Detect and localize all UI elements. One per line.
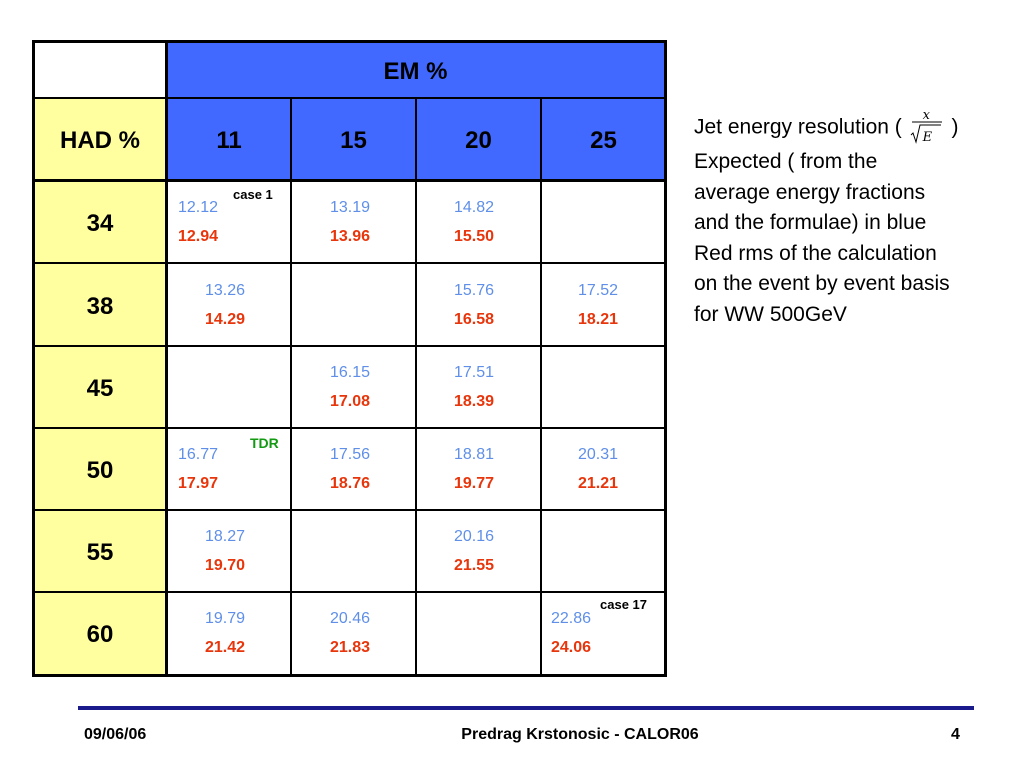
rms-value: 21.83 xyxy=(330,639,371,656)
case-17-label: case 17 xyxy=(600,597,647,612)
expected-value: 18.27 xyxy=(205,528,246,545)
rms-value: 21.21 xyxy=(578,475,619,492)
em-column-15: 15 xyxy=(340,127,367,154)
sqrt-fraction-icon xyxy=(910,121,942,144)
side-description: Jet energy resolution ( x E ) Expected (… xyxy=(694,108,1014,330)
resolution-formula: x E xyxy=(909,108,945,147)
had-row-45: 45 xyxy=(86,375,114,402)
expected-value: 20.16 xyxy=(454,528,495,545)
side-line-1-prefix: Jet energy resolution ( xyxy=(694,115,902,139)
em-column-11: 11 xyxy=(216,127,242,154)
had-header: HAD % xyxy=(59,127,140,154)
footer-author: Predrag Krstonosic - CALOR06 xyxy=(461,726,699,743)
rms-value: 18.39 xyxy=(454,393,495,410)
expected-value: 14.82 xyxy=(454,199,495,216)
expected-value: 17.51 xyxy=(454,364,495,381)
em-column-25: 25 xyxy=(590,127,617,154)
side-line: and the formulae) in blue xyxy=(694,211,927,234)
expected-value: 17.56 xyxy=(330,446,371,463)
side-line: Red rms of the calculation xyxy=(694,241,937,265)
expected-value: 16.15 xyxy=(330,364,371,381)
expected-value: 20.46 xyxy=(330,610,371,627)
had-row-60: 60 xyxy=(86,621,114,648)
side-line: average energy fractions xyxy=(694,180,926,204)
footer-date: 09/06/06 xyxy=(84,726,147,743)
rms-value: 21.42 xyxy=(205,639,246,656)
rms-value: 19.70 xyxy=(205,557,246,574)
rms-value: 13.96 xyxy=(330,228,371,245)
expected-value: 19.79 xyxy=(205,610,246,627)
expected-value: 12.12 xyxy=(178,199,219,216)
expected-value: 22.86 xyxy=(551,610,592,627)
side-line-1: Jet energy resolution ( x E ) xyxy=(694,108,1014,147)
rms-value: 18.21 xyxy=(578,311,619,328)
expected-value: 18.81 xyxy=(454,446,495,463)
rms-value: 16.58 xyxy=(454,311,495,328)
side-line: for WW 500GeV xyxy=(694,302,847,326)
rms-value: 17.08 xyxy=(330,393,371,410)
had-row-34: 34 xyxy=(86,210,114,237)
rms-value: 18.76 xyxy=(330,475,371,492)
rms-value: 15.50 xyxy=(454,228,495,245)
had-row-50: 50 xyxy=(86,457,114,484)
rms-value: 19.77 xyxy=(454,475,495,492)
footer-page-number: 4 xyxy=(951,726,960,743)
em-column-20: 20 xyxy=(465,127,492,154)
em-header: EM % xyxy=(383,58,448,85)
expected-value: 16.77 xyxy=(178,446,219,463)
expected-value: 20.31 xyxy=(578,446,619,463)
had-row-55: 55 xyxy=(86,539,114,566)
expected-value: 13.19 xyxy=(330,199,371,216)
side-line-1-suffix: ) xyxy=(951,115,959,139)
formula-numerator: x xyxy=(922,108,930,123)
rms-value: 12.94 xyxy=(178,228,219,245)
had-row-38: 38 xyxy=(86,293,114,320)
had-column-bg xyxy=(34,98,166,675)
expected-value: 13.26 xyxy=(205,282,246,299)
formula-denominator: E xyxy=(922,130,933,145)
rms-value: 21.55 xyxy=(454,557,495,574)
footer-rule xyxy=(78,706,974,710)
side-line: Expected ( from the xyxy=(694,150,878,173)
side-line: on the event by event basis xyxy=(694,272,950,295)
tdr-label: TDR xyxy=(250,435,279,451)
expected-value: 17.52 xyxy=(578,282,619,299)
rms-value: 24.06 xyxy=(551,639,592,656)
case-1-label: case 1 xyxy=(233,187,273,202)
rms-value: 17.97 xyxy=(178,475,219,492)
rms-value: 14.29 xyxy=(205,311,246,328)
expected-value: 15.76 xyxy=(454,282,495,299)
